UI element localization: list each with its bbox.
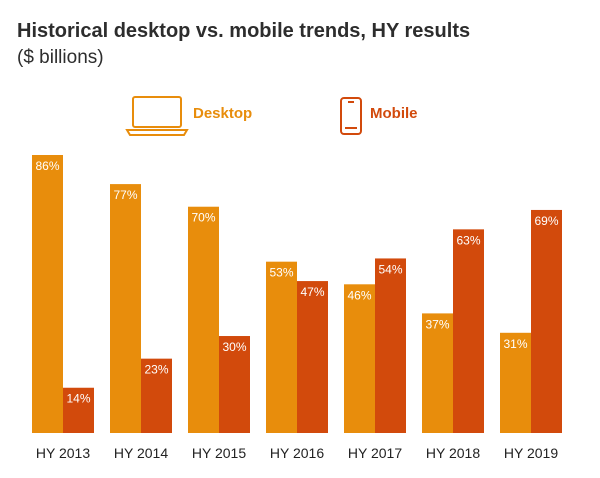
bar-label-desktop-hy-2015: 70% (191, 211, 215, 225)
x-tick-label: HY 2015 (192, 445, 246, 461)
bar-label-desktop-hy-2019: 31% (503, 337, 527, 351)
bar-label-desktop-hy-2018: 37% (425, 317, 449, 331)
x-tick-label: HY 2017 (348, 445, 402, 461)
bar-label-desktop-hy-2014: 77% (113, 188, 137, 202)
bar-mobile-hy-2015 (219, 336, 250, 433)
bar-desktop-hy-2017 (344, 284, 375, 433)
bar-label-mobile-hy-2015: 30% (222, 340, 246, 354)
bars-group: 86% 14% 77% 23% 70% 30% 53% 47% 46% 54% 37% 63% 31% 6… (32, 155, 562, 433)
chart-subtitle: ($ billions) (17, 47, 104, 68)
legend: Desktop Mobile (125, 96, 418, 136)
bar-mobile-hy-2016 (297, 281, 328, 433)
x-tick-label: HY 2018 (426, 445, 480, 461)
bar-mobile-hy-2014 (141, 358, 172, 433)
bar-mobile-hy-2019 (531, 209, 562, 433)
bar-desktop-hy-2019 (500, 332, 531, 433)
bar-label-desktop-hy-2017: 46% (347, 288, 371, 302)
x-tick-label: HY 2014 (114, 445, 168, 461)
bar-desktop-hy-2014 (110, 184, 141, 433)
legend-mobile-label: Mobile (370, 105, 418, 122)
chart-title: Historical desktop vs. mobile trends, HY… (17, 20, 471, 42)
bar-label-mobile-hy-2018: 63% (456, 233, 480, 247)
bar-desktop-hy-2013 (32, 155, 63, 433)
bar-label-mobile-hy-2016: 47% (300, 285, 324, 299)
bar-mobile-hy-2013 (63, 387, 94, 433)
bar-desktop-hy-2016 (266, 261, 297, 433)
bar-label-mobile-hy-2019: 69% (534, 214, 558, 228)
x-tick-label: HY 2013 (36, 445, 90, 461)
mobile-phone-icon (340, 97, 362, 135)
laptop-icon (125, 96, 189, 136)
x-tick-label: HY 2016 (270, 445, 324, 461)
legend-desktop-label: Desktop (193, 105, 252, 122)
bar-label-desktop-hy-2016: 53% (269, 266, 293, 280)
bar-mobile-hy-2018 (453, 229, 484, 433)
x-axis-ticks: HY 2013 HY 2014 HY 2015 HY 2016 HY 2017 HY 20… (36, 445, 558, 461)
bar-desktop-hy-2018 (422, 313, 453, 433)
bar-label-mobile-hy-2014: 23% (144, 363, 168, 377)
bar-label-mobile-hy-2013: 14% (66, 392, 90, 406)
bar-mobile-hy-2017 (375, 258, 406, 433)
bar-desktop-hy-2015 (188, 206, 219, 433)
x-tick-label: HY 2019 (504, 445, 558, 461)
bar-label-mobile-hy-2017: 54% (378, 262, 402, 276)
bar-label-desktop-hy-2013: 86% (35, 159, 59, 173)
